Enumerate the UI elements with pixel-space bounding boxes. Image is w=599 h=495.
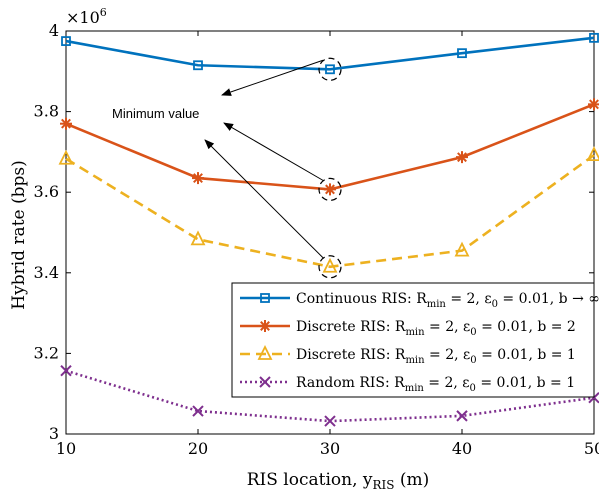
x-tick-label: 20 <box>188 439 208 458</box>
data-point-0-2 <box>325 64 335 75</box>
data-point-1-0 <box>60 117 72 130</box>
legend-box <box>231 282 595 398</box>
data-point-0-1 <box>193 60 203 71</box>
data-point-3-1 <box>192 405 204 417</box>
data-point-2-3 <box>454 241 470 257</box>
legend-label-2: Discrete RIS: Rmin = 2, ε0 = 0.01, b = 1 <box>296 347 576 366</box>
series-line-2 <box>65 154 595 269</box>
data-point-1-3 <box>456 151 468 164</box>
y-tick-label: 4 <box>49 21 59 40</box>
legend-marker-2 <box>257 344 273 360</box>
y-axis-label: Hybrid rate (bps) <box>9 160 29 309</box>
x-tick-label: 50 <box>584 439 599 458</box>
y-tick-label: 3.4 <box>34 263 59 282</box>
legend-marker-1 <box>259 320 271 332</box>
data-point-0-3 <box>457 48 467 59</box>
legend-marker-3 <box>259 376 271 388</box>
annotation-arrow-2 <box>204 139 324 259</box>
data-point-2-1 <box>190 230 206 246</box>
data-point-2-2 <box>322 257 338 273</box>
x-axis-label: RIS location, yRIS (m) <box>247 470 430 492</box>
annotation-arrow-0 <box>221 59 324 96</box>
legend-label-1: Discrete RIS: Rmin = 2, ε0 = 0.01, b = 2 <box>296 319 576 338</box>
minimum-value-annotation: Minimum value <box>112 106 199 121</box>
legend-marker-0 <box>260 293 270 303</box>
data-point-2-0 <box>58 149 74 165</box>
minimum-circle-0 <box>318 57 342 81</box>
minimum-circle-2 <box>318 255 342 279</box>
data-point-1-4 <box>588 98 599 111</box>
annotation-arrow-1 <box>223 122 324 181</box>
y-axis-multiplier: ×106 <box>66 6 107 27</box>
data-point-1-2 <box>324 183 336 196</box>
data-point-2-4 <box>586 146 599 162</box>
data-point-3-2 <box>324 415 336 427</box>
data-point-1-1 <box>192 172 204 185</box>
data-point-0-4 <box>589 32 599 43</box>
data-point-3-3 <box>456 410 468 422</box>
series-line-0 <box>65 36 595 71</box>
y-tick-label: 3.6 <box>34 182 59 201</box>
data-point-0-0 <box>61 36 71 46</box>
legend-label-0: Continuous RIS: Rmin = 2, ε0 = 0.01, b →… <box>296 291 599 310</box>
y-tick-label: 3 <box>49 424 59 443</box>
legend-label-3: Random RIS: Rmin = 2, ε0 = 0.01, b = 1 <box>296 375 575 394</box>
x-tick-label: 40 <box>452 439 472 458</box>
legend: Continuous RIS: Rmin = 2, ε0 = 0.01, b →… <box>231 282 599 398</box>
y-tick-label: 3.8 <box>34 102 59 121</box>
minimum-circle-1 <box>318 177 342 201</box>
y-tick-label: 3.2 <box>34 343 59 362</box>
x-tick-label: 30 <box>320 439 340 458</box>
x-tick-label: 10 <box>56 439 76 458</box>
data-point-3-0 <box>60 365 72 377</box>
